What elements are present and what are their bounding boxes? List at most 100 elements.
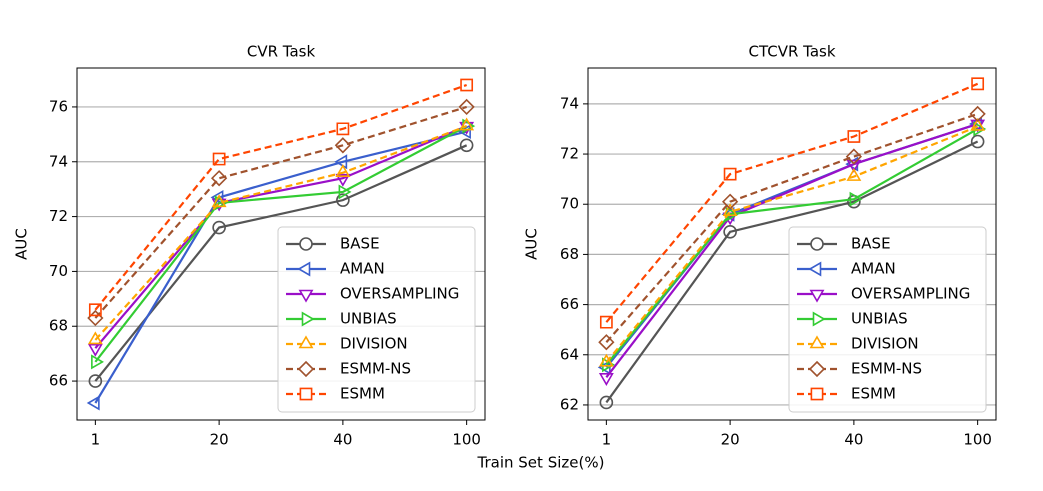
series [87,98,475,327]
legend-marker [298,335,314,349]
series [598,117,986,367]
series-line [605,125,979,363]
x-tick-label: 100 [963,431,992,449]
marker [334,137,352,154]
legend-label: BASE [851,235,891,253]
legend-label: ESMM-NS [851,360,922,378]
marker [970,134,985,149]
legend-marker [810,387,824,401]
series-line [94,125,468,341]
legend-label: UNBIAS [851,310,908,328]
y-tick-label: 66 [560,295,579,313]
marker [212,152,226,166]
y-tick-label: 62 [560,395,579,413]
legend-label: AMAN [851,260,896,278]
series-line [94,105,467,319]
x-axis-label: Train Set Size(%) [477,454,605,472]
legend-marker [299,237,313,251]
series-line [605,112,978,343]
x-tick-label: 20 [721,431,740,449]
legend-box [788,226,987,413]
y-tick-label: 74 [560,94,579,112]
legend-label: AMAN [340,260,385,278]
legend-label: BASE [340,235,380,253]
x-tick-label: 40 [333,431,352,449]
y-tick-label: 70 [49,262,68,280]
legend-marker [298,289,314,303]
legend-box [277,226,476,413]
marker [849,191,863,207]
marker [970,117,986,131]
series-line [605,82,979,323]
y-tick-label: 66 [49,372,68,390]
legend-label: DIVISION [340,335,408,353]
marker [211,194,227,208]
series-line [94,125,468,363]
series-line [94,125,468,349]
y-axis-label: AUC [523,228,541,260]
marker [459,117,475,131]
y-tick-label: 70 [560,195,579,213]
series [88,78,474,317]
marker [971,77,985,91]
chart-title: CVR Task [247,43,316,61]
legend-marker [808,360,826,378]
axes-frame [76,67,486,421]
series-line [94,144,468,382]
axes-frame [587,67,997,421]
series [599,134,985,410]
marker [598,373,614,386]
marker [336,193,350,207]
x-tick-label: 20 [210,431,229,449]
marker [725,206,739,222]
marker [721,193,739,210]
series [88,138,474,388]
legend-label: OVERSAMPLING [340,285,459,303]
legend-marker [297,360,315,378]
series-line [605,122,978,379]
series [598,105,986,351]
marker [598,353,614,367]
y-tick-label: 64 [560,345,579,363]
chart-title: CTCVR Task [748,43,835,61]
marker [460,78,474,92]
marker [599,315,613,329]
marker [723,225,737,239]
series-line [605,140,979,404]
series-line [605,128,979,366]
x-tick-label: 40 [844,431,863,449]
marker [210,170,228,187]
marker [87,331,103,345]
legend-marker [809,335,825,349]
marker [88,303,102,317]
marker [336,122,350,136]
marker [86,395,100,411]
marker [599,395,614,410]
marker [459,138,474,153]
y-tick-label: 68 [560,245,579,263]
marker [88,374,103,388]
marker [335,173,351,187]
marker [722,203,738,217]
legend-label: UNBIAS [340,310,397,328]
series [599,77,985,329]
legend-marker [297,261,311,277]
legend-label: ESMM [340,385,385,403]
y-tick-label: 76 [49,97,68,115]
marker [846,159,862,173]
y-axis-label: AUC [13,228,31,260]
series-line [94,130,467,404]
marker [847,130,861,143]
legend-marker [809,289,825,303]
legend-label: DIVISION [851,335,919,353]
y-tick-label: 72 [560,145,579,163]
marker [723,167,737,181]
marker [212,220,226,235]
series-line [94,83,468,311]
x-tick-label: 100 [452,431,481,449]
y-tick-label: 74 [49,152,68,170]
y-tick-label: 68 [49,317,68,335]
marker [334,154,348,170]
legend-marker [301,311,315,327]
legend-marker [299,387,313,401]
